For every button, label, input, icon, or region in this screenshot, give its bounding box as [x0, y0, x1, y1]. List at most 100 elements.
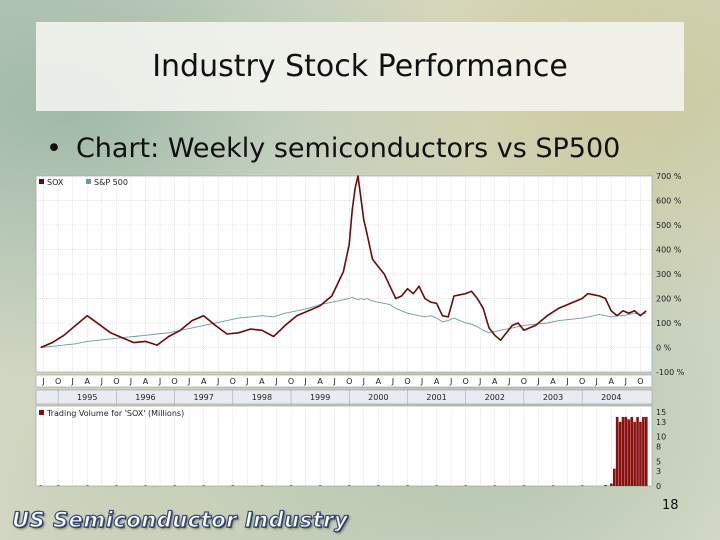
volume-bar [615, 416, 619, 486]
volume-bar [260, 485, 264, 486]
volume-bar [86, 485, 89, 486]
year-label: 2003 [543, 393, 563, 402]
volume-bar [627, 419, 631, 486]
month-tick-label: J [449, 377, 452, 386]
volume-bar [636, 416, 639, 486]
sp500-series-line [40, 296, 647, 348]
volume-bar [289, 485, 293, 486]
month-tick-label: J [274, 377, 277, 386]
month-tick-label: J [624, 377, 627, 386]
month-tick-label: J [41, 377, 44, 386]
y-tick-label: 500 % [656, 221, 682, 230]
bullet-text: Chart: Weekly semiconductors vs SP500 [75, 133, 621, 164]
month-tick-label: J [478, 377, 481, 386]
month-tick-label: A [201, 377, 207, 386]
year-label: 1997 [194, 393, 214, 402]
month-tick-label: J [245, 377, 248, 386]
bullet-icon: • [46, 133, 62, 164]
volume-bar [435, 485, 438, 486]
month-tick-label: A [376, 377, 382, 386]
volume-y-tick-label: 0 [656, 482, 661, 490]
month-tick-label: J [333, 377, 336, 386]
volume-bar [642, 416, 645, 486]
month-tick-label: J [420, 377, 423, 386]
month-tick-label: A [434, 377, 440, 386]
month-tick-label: J [565, 377, 568, 386]
volume-bar [644, 416, 648, 486]
volume-y-tick-label: 8 [656, 443, 661, 452]
month-tick-label: J [187, 377, 190, 386]
title-box: Industry Stock Performance [36, 22, 684, 111]
volume-bar [318, 485, 322, 486]
y-tick-label: 300 % [656, 270, 682, 279]
month-tick-label: O [463, 377, 469, 386]
year-label: 1998 [252, 393, 272, 402]
volume-bar [604, 485, 607, 486]
y-tick-label: 600 % [656, 197, 682, 206]
month-tick-label: J [362, 377, 365, 386]
legend-label-sp500: S&P 500 [94, 178, 128, 187]
y-tick-label: 400 % [656, 246, 682, 255]
month-tick-label: J [129, 377, 132, 386]
month-tick-label: J [303, 377, 306, 386]
y-tick-label: 0 % [656, 344, 672, 353]
volume-bar [621, 416, 625, 486]
volume-y-tick-label: 13 [656, 418, 666, 427]
month-tick-label: J [391, 377, 394, 386]
volume-y-tick-label: 10 [656, 433, 666, 442]
month-tick-label: O [230, 377, 236, 386]
volume-panel [35, 405, 653, 487]
month-tick-label: A [609, 377, 615, 386]
volume-bar [464, 485, 468, 486]
month-tick-label: O [346, 377, 352, 386]
year-label: 2002 [485, 393, 505, 402]
month-tick-label: J [536, 377, 539, 386]
year-label: 1995 [77, 393, 97, 402]
volume-bar [551, 485, 555, 486]
month-tick-label: J [216, 377, 219, 386]
volume-bar [348, 485, 351, 486]
month-tick-label: A [317, 377, 323, 386]
legend-swatch-sox [39, 179, 44, 184]
volume-bar [173, 485, 176, 486]
footer-brand-logo: US Semiconductor Industry [11, 507, 349, 532]
month-tick-label: A [492, 377, 498, 386]
month-tick-label: J [71, 377, 74, 386]
volume-y-tick-label: 3 [656, 467, 661, 476]
month-tick-label: O [113, 377, 119, 386]
stock-chart: 700 % 600 % 500 % 400 % 300 % 200 % 100 % 0 % -1… [35, 172, 685, 490]
legend-swatch-sp500 [86, 179, 91, 184]
volume-bar [144, 485, 147, 486]
month-tick-label: O [521, 377, 527, 386]
month-tick-label: O [55, 377, 61, 386]
volume-bar [231, 485, 235, 486]
volume-panel-title: Trading Volume for 'SOX' (Millions) [46, 409, 184, 418]
month-tick-label: O [171, 377, 177, 386]
volume-bar [612, 468, 616, 486]
year-axis-band [35, 389, 653, 405]
volume-bar [580, 485, 584, 486]
chart-area: 700 % 600 % 500 % 400 % 300 % 200 % 100 % 0 % -1… [30, 172, 690, 490]
bullet-item: • Chart: Weekly semiconductors vs SP500 [46, 133, 620, 164]
volume-bar [39, 485, 43, 486]
month-tick-label: A [84, 377, 90, 386]
month-axis-band [35, 374, 653, 388]
volume-y-tick-label: 5 [656, 457, 661, 466]
volume-bar [56, 485, 60, 486]
month-tick-label: O [579, 377, 585, 386]
y-tick-label: 100 % [656, 319, 682, 328]
volume-bar [377, 485, 380, 486]
legend-swatch-volume [39, 410, 44, 415]
sox-series-line [40, 175, 647, 349]
year-label: 2004 [601, 393, 621, 402]
volume-bar [406, 485, 409, 486]
volume-bar [493, 485, 497, 486]
month-tick-label: J [100, 377, 103, 386]
volume-bar [202, 485, 206, 486]
month-tick-label: A [550, 377, 556, 386]
y-tick-label: 200 % [656, 295, 682, 304]
volume-bar [630, 416, 634, 486]
page-number: 18 [662, 498, 679, 513]
legend-label-sox: SOX [47, 178, 64, 187]
year-label: 2001 [426, 393, 446, 402]
